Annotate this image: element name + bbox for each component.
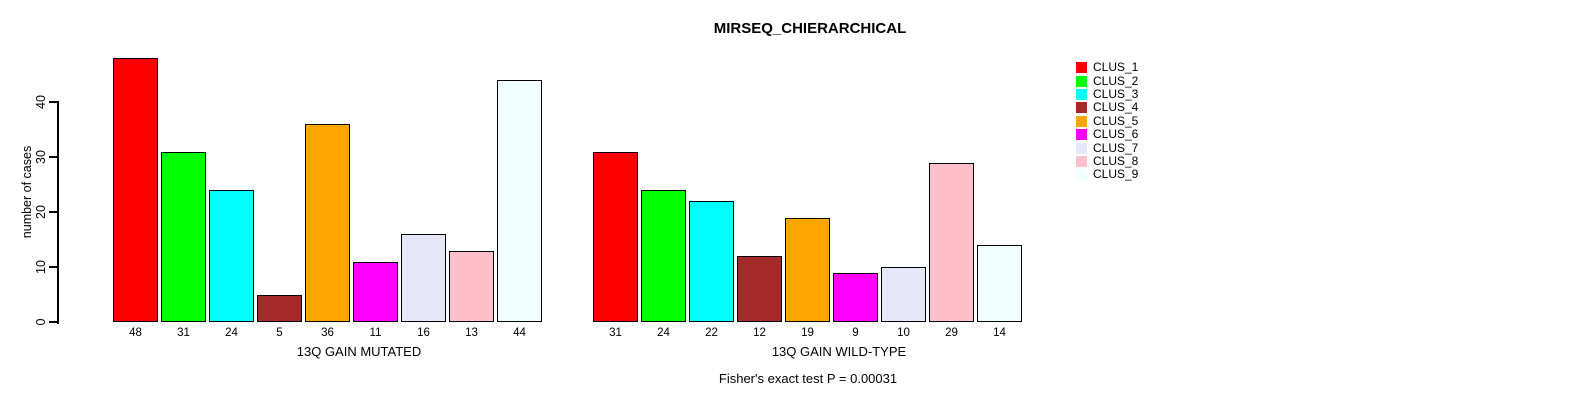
legend-item-label: CLUS_1	[1093, 60, 1139, 75]
bar-clus_3-panel0	[209, 190, 254, 322]
bar-value-label: 5	[276, 327, 283, 339]
legend-item: CLUS_4	[1076, 101, 1138, 114]
y-axis-label: number of cases	[20, 145, 34, 239]
bar-value-label: 36	[321, 327, 334, 339]
bar-clus_8-panel0	[449, 250, 494, 322]
legend-item-label: CLUS_4	[1093, 100, 1139, 115]
legend-item-label: CLUS_7	[1093, 140, 1139, 155]
bar-clus_1-panel0	[113, 58, 158, 322]
x-axis-label-wild-type: 13Q GAIN WILD-TYPE	[771, 344, 907, 359]
bar-clus_2-panel1	[641, 190, 686, 322]
bar-clus_7-panel1	[881, 267, 926, 322]
bar-clus_9-panel0	[497, 80, 542, 322]
y-axis-tick	[49, 156, 57, 158]
legend-swatch	[1076, 75, 1087, 87]
legend-item: CLUS_5	[1076, 113, 1139, 128]
legend: CLUS_1 CLUS_2 CLUS_3 CLUS_4 CLUS_5 CLUS_6 CLUS…	[1076, 61, 1138, 182]
bar-clus_5-panel1	[785, 217, 830, 322]
y-axis-tick	[49, 211, 57, 213]
legend-swatch	[1076, 129, 1087, 141]
legend-item: CLUS_2	[1076, 74, 1138, 87]
bar-value-label: 13	[465, 327, 478, 339]
bar-value-label: 44	[513, 327, 526, 339]
bar-value-label: 11	[369, 327, 382, 339]
legend-swatch	[1076, 62, 1087, 74]
bar-value-label: 31	[609, 327, 622, 339]
x-axis-label-mutated: 13Q GAIN MUTATED	[296, 344, 422, 359]
legend-item: CLUS_7	[1076, 141, 1138, 154]
bar-clus_4-panel1	[737, 256, 782, 322]
bar-clus_9-panel1	[977, 245, 1022, 322]
bar-value-label: 10	[897, 327, 910, 339]
legend-item: CLUS_1	[1076, 61, 1138, 74]
bar-clus_1-panel1	[593, 151, 638, 322]
bar-clus_7-panel0	[401, 234, 446, 322]
bar-clus_4-panel0	[257, 294, 302, 322]
legend-swatch	[1076, 155, 1087, 167]
bar-value-label: 48	[129, 327, 142, 339]
y-axis-tick-label: 30	[34, 150, 48, 164]
bar-clus_5-panel0	[305, 124, 350, 322]
bar-clus_8-panel1	[929, 162, 974, 322]
legend-item-label: CLUS_6	[1093, 127, 1139, 142]
legend-item: CLUS_8	[1076, 153, 1139, 168]
bar-value-label: 9	[852, 327, 859, 339]
bar-value-label: 24	[657, 327, 670, 339]
bar-value-label: 31	[177, 327, 190, 339]
bar-value-label: 19	[801, 327, 814, 339]
bar-value-label: 12	[753, 327, 766, 339]
legend-item: CLUS_3	[1076, 86, 1139, 101]
bar-clus_6-panel1	[833, 272, 878, 322]
legend-item-label: CLUS_2	[1093, 73, 1139, 88]
bar-value-label: 14	[993, 327, 1006, 339]
legend-swatch	[1076, 115, 1087, 127]
y-axis-tick-label: 20	[34, 205, 48, 219]
legend-swatch	[1076, 88, 1087, 100]
legend-swatch	[1076, 169, 1087, 181]
y-axis-tick-label: 40	[34, 95, 48, 109]
legend-item-label: CLUS_9	[1093, 167, 1139, 182]
legend-item: CLUS_9	[1076, 168, 1138, 181]
bar-value-label: 29	[945, 327, 958, 339]
bar-value-label: 22	[705, 327, 718, 339]
legend-item: CLUS_6	[1076, 128, 1138, 141]
fisher-test-caption: Fisher's exact test P = 0.00031	[718, 371, 898, 386]
y-axis-line	[57, 101, 59, 324]
legend-swatch	[1076, 142, 1087, 154]
bar-clus_3-panel1	[689, 201, 734, 322]
y-axis-tick	[49, 266, 57, 268]
y-axis-tick-label: 0	[34, 318, 48, 326]
bar-value-label: 16	[417, 327, 430, 339]
bar-value-label: 24	[225, 327, 238, 339]
legend-item-label: CLUS_5	[1093, 113, 1139, 128]
legend-item-label: CLUS_8	[1093, 153, 1139, 168]
bar-clus_2-panel0	[161, 151, 206, 322]
y-axis-tick-label: 10	[34, 260, 48, 274]
chart-title: MIRSEQ_CHIERARCHICAL	[713, 20, 907, 37]
legend-item-label: CLUS_3	[1093, 86, 1139, 101]
legend-swatch	[1076, 102, 1087, 114]
bar-clus_6-panel0	[353, 261, 398, 322]
y-axis-tick	[49, 321, 57, 323]
y-axis-tick	[49, 101, 57, 103]
